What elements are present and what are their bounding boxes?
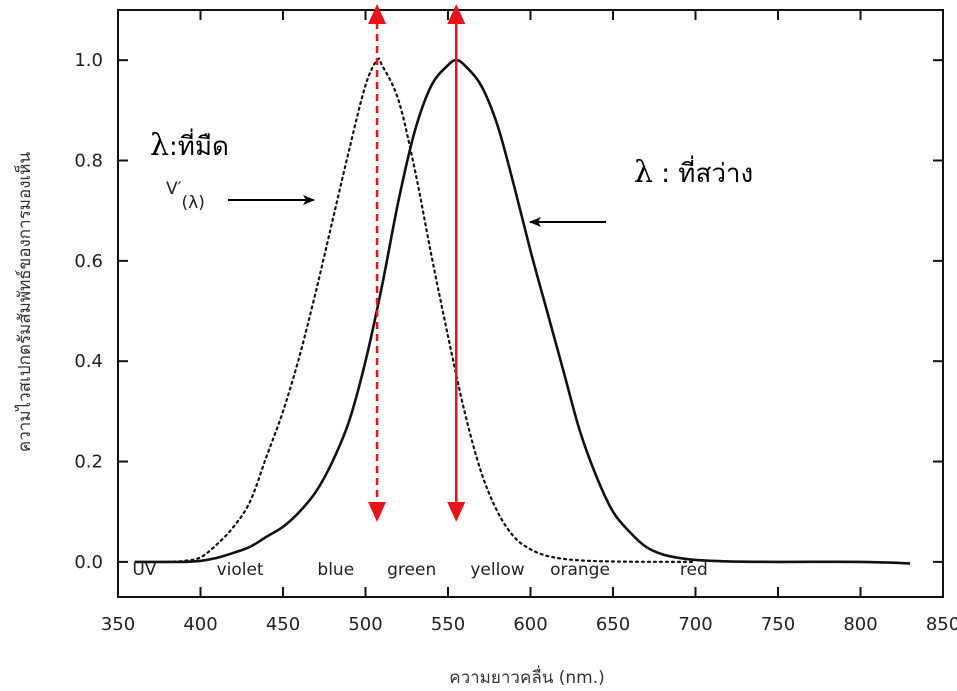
v-sub: (λ): [182, 193, 205, 213]
color-band-labels: UV violet blue green yellow orange red: [132, 560, 707, 580]
band-label-red: red: [680, 560, 708, 580]
scotopic-annotation: λ:ที่มืด: [150, 128, 229, 163]
v-lambda-label: V′(λ): [166, 179, 205, 213]
y-tick-label-3: 0.6: [74, 251, 103, 272]
scotopic-label: :ที่มืด: [169, 128, 229, 162]
marker-arrow-down-0: [368, 502, 387, 522]
x-tick-label-9: 800: [843, 614, 877, 635]
marker-arrow-down-1: [447, 502, 466, 522]
x-tick-label-7: 700: [678, 614, 712, 635]
lambda-symbol: λ: [150, 128, 169, 163]
curves: [134, 57, 911, 565]
x-tick-label-1: 400: [183, 614, 217, 635]
axis-ticks: [117, 10, 944, 597]
band-label-yellow: yellow: [470, 560, 524, 580]
x-tick-label-2: 450: [266, 614, 300, 635]
x-tick-label-10: 850: [926, 614, 957, 635]
marker-arrow-up-0: [368, 4, 387, 24]
lambda-symbol-2: λ: [634, 155, 653, 190]
y-tick-labels: 0.0 0.2 0.4 0.6 0.8 1.0: [74, 50, 103, 573]
y-tick-label-5: 1.0: [74, 50, 103, 71]
band-label-green: green: [387, 560, 436, 580]
x-tick-label-5: 600: [513, 614, 547, 635]
y-tick-label-0: 0.0: [74, 552, 103, 573]
x-tick-label-3: 500: [348, 614, 382, 635]
x-tick-labels: 350 400 450 500 550 600 650 700 750 800 850: [101, 614, 957, 635]
y-tick-label-1: 0.2: [74, 452, 103, 473]
scotopic-curve: [166, 57, 697, 564]
band-label-UV: UV: [132, 560, 156, 580]
plot-frame: [117, 9, 944, 598]
y-tick-label-4: 0.8: [74, 151, 103, 172]
y-tick-label-2: 0.4: [74, 351, 103, 372]
band-label-blue: blue: [317, 560, 354, 580]
x-tick-label-8: 750: [761, 614, 795, 635]
y-axis-title: ความไวสเปกตรัมสัมพัทธ์ของการมองเห็น: [13, 152, 35, 453]
marker-arrow-up-1: [447, 4, 466, 24]
photopic-label: : ที่สว่าง: [653, 155, 753, 189]
x-tick-label-0: 350: [101, 614, 135, 635]
band-label-violet: violet: [217, 560, 264, 580]
photopic-annotation: λ : ที่สว่าง: [634, 155, 753, 190]
band-label-orange: orange: [550, 560, 610, 580]
x-axis-title: ความยาวคลื่น (nm.): [449, 665, 605, 688]
v-label: V′: [166, 179, 182, 199]
wavelength-markers: [368, 4, 466, 522]
photopic-curve: [134, 58, 911, 565]
x-tick-label-6: 650: [596, 614, 630, 635]
x-tick-label-4: 550: [431, 614, 465, 635]
